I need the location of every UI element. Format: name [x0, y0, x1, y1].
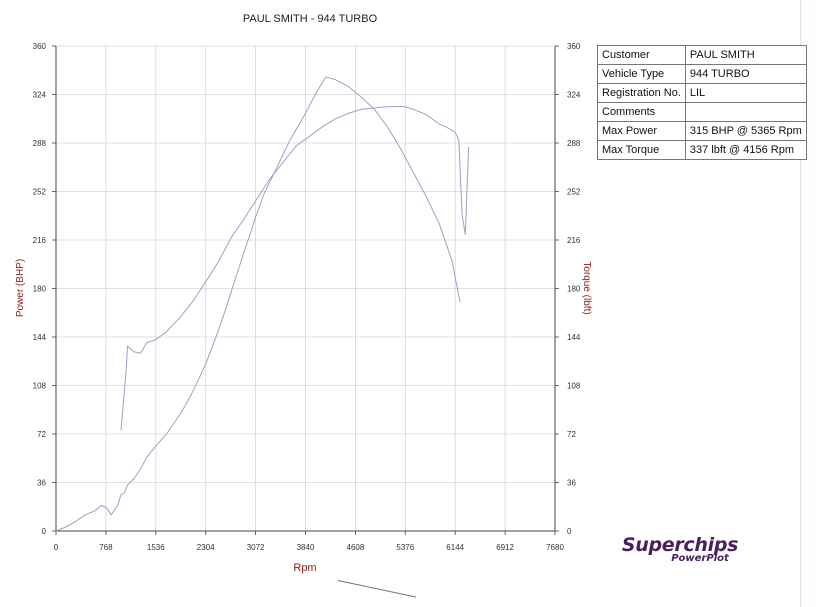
- logo-main-text: Superchips: [621, 534, 739, 556]
- y-tick-label-left: 216: [33, 236, 47, 245]
- info-row: Comments: [597, 102, 807, 122]
- x-tick-label: 7680: [546, 543, 564, 552]
- y-tick-label-left: 180: [33, 285, 47, 294]
- info-value: [684, 102, 807, 122]
- y-tick-label-right: 72: [567, 430, 576, 439]
- y-axis-label-right: Torque (lbft): [581, 261, 592, 314]
- y-tick-label-right: 0: [567, 527, 572, 536]
- y-tick-label-left: 72: [37, 430, 46, 439]
- y-tick-label-right: 324: [567, 91, 581, 100]
- info-label: Registration No.: [597, 83, 686, 103]
- info-label: Max Power: [597, 121, 686, 141]
- x-tick-label: 6912: [496, 543, 514, 552]
- chart-grid: [56, 46, 555, 531]
- info-row: Registration No. LIL: [597, 83, 807, 103]
- chart-series-lines: [55, 76, 470, 532]
- x-tick-label: 3072: [247, 543, 265, 552]
- chart-tick-labels: 0 768 1536 2304 3072 3840 4608 5376 6144 6912 7680…: [33, 42, 581, 552]
- y-tick-label-right: 180: [567, 285, 581, 294]
- info-row: Max Power 315 BHP @ 5365 Rpm: [597, 121, 807, 141]
- info-row: Max Torque 337 lbft @ 4156 Rpm: [597, 140, 807, 160]
- y-tick-label-right: 252: [567, 188, 581, 197]
- y-tick-label-left: 108: [33, 382, 47, 391]
- info-row: Vehicle Type 944 TURBO: [597, 64, 807, 84]
- y-tick-label-right: 360: [567, 42, 581, 51]
- superchips-logo: Superchips PowerPlot: [600, 534, 760, 564]
- x-tick-label: 6144: [446, 543, 464, 552]
- x-tick-label: 2304: [197, 543, 215, 552]
- info-value: PAUL SMITH: [684, 45, 807, 65]
- chart-title: PAUL SMITH - 944 TURBO: [242, 13, 378, 25]
- y-tick-label-left: 36: [37, 479, 46, 488]
- y-tick-label-left: 0: [42, 527, 47, 536]
- y-tick-label-right: 288: [567, 139, 581, 148]
- y-tick-label-left: 360: [33, 42, 47, 51]
- series-line-torque: [55, 76, 461, 532]
- y-tick-label-right: 216: [567, 236, 581, 245]
- y-tick-label-right: 36: [567, 479, 576, 488]
- chart-axes: [52, 45, 559, 535]
- info-value: 315 BHP @ 5365 Rpm: [684, 121, 807, 141]
- y-axis-label-left: Power (BHP): [15, 259, 26, 317]
- x-tick-label: 4608: [347, 543, 365, 552]
- x-tick-label: 1536: [147, 543, 165, 552]
- series-line-power: [120, 106, 470, 431]
- info-value: LIL: [684, 83, 807, 103]
- info-value: 337 lbft @ 4156 Rpm: [684, 140, 807, 160]
- x-tick-label: 768: [99, 543, 113, 552]
- x-tick-label: 3840: [297, 543, 315, 552]
- info-row: Customer PAUL SMITH: [597, 45, 807, 65]
- x-tick-label: 5376: [396, 543, 414, 552]
- logo-sub-text: PowerPlot: [671, 553, 729, 564]
- info-label: Vehicle Type: [597, 64, 686, 84]
- y-tick-label-left: 144: [33, 333, 47, 342]
- y-tick-label-left: 252: [33, 188, 47, 197]
- x-axis-label: Rpm: [293, 562, 316, 574]
- info-label: Comments: [597, 102, 686, 122]
- vehicle-info-table: Customer PAUL SMITH Vehicle Type 944 TURBO R…: [597, 45, 807, 160]
- info-label: Customer: [597, 45, 686, 65]
- y-tick-label-left: 324: [33, 91, 47, 100]
- y-tick-label-right: 108: [567, 382, 581, 391]
- x-tick-label: 0: [54, 543, 59, 552]
- info-label: Max Torque: [597, 140, 686, 160]
- y-tick-label-right: 144: [567, 333, 581, 342]
- y-tick-label-left: 288: [33, 139, 47, 148]
- info-value: 944 TURBO: [684, 64, 807, 84]
